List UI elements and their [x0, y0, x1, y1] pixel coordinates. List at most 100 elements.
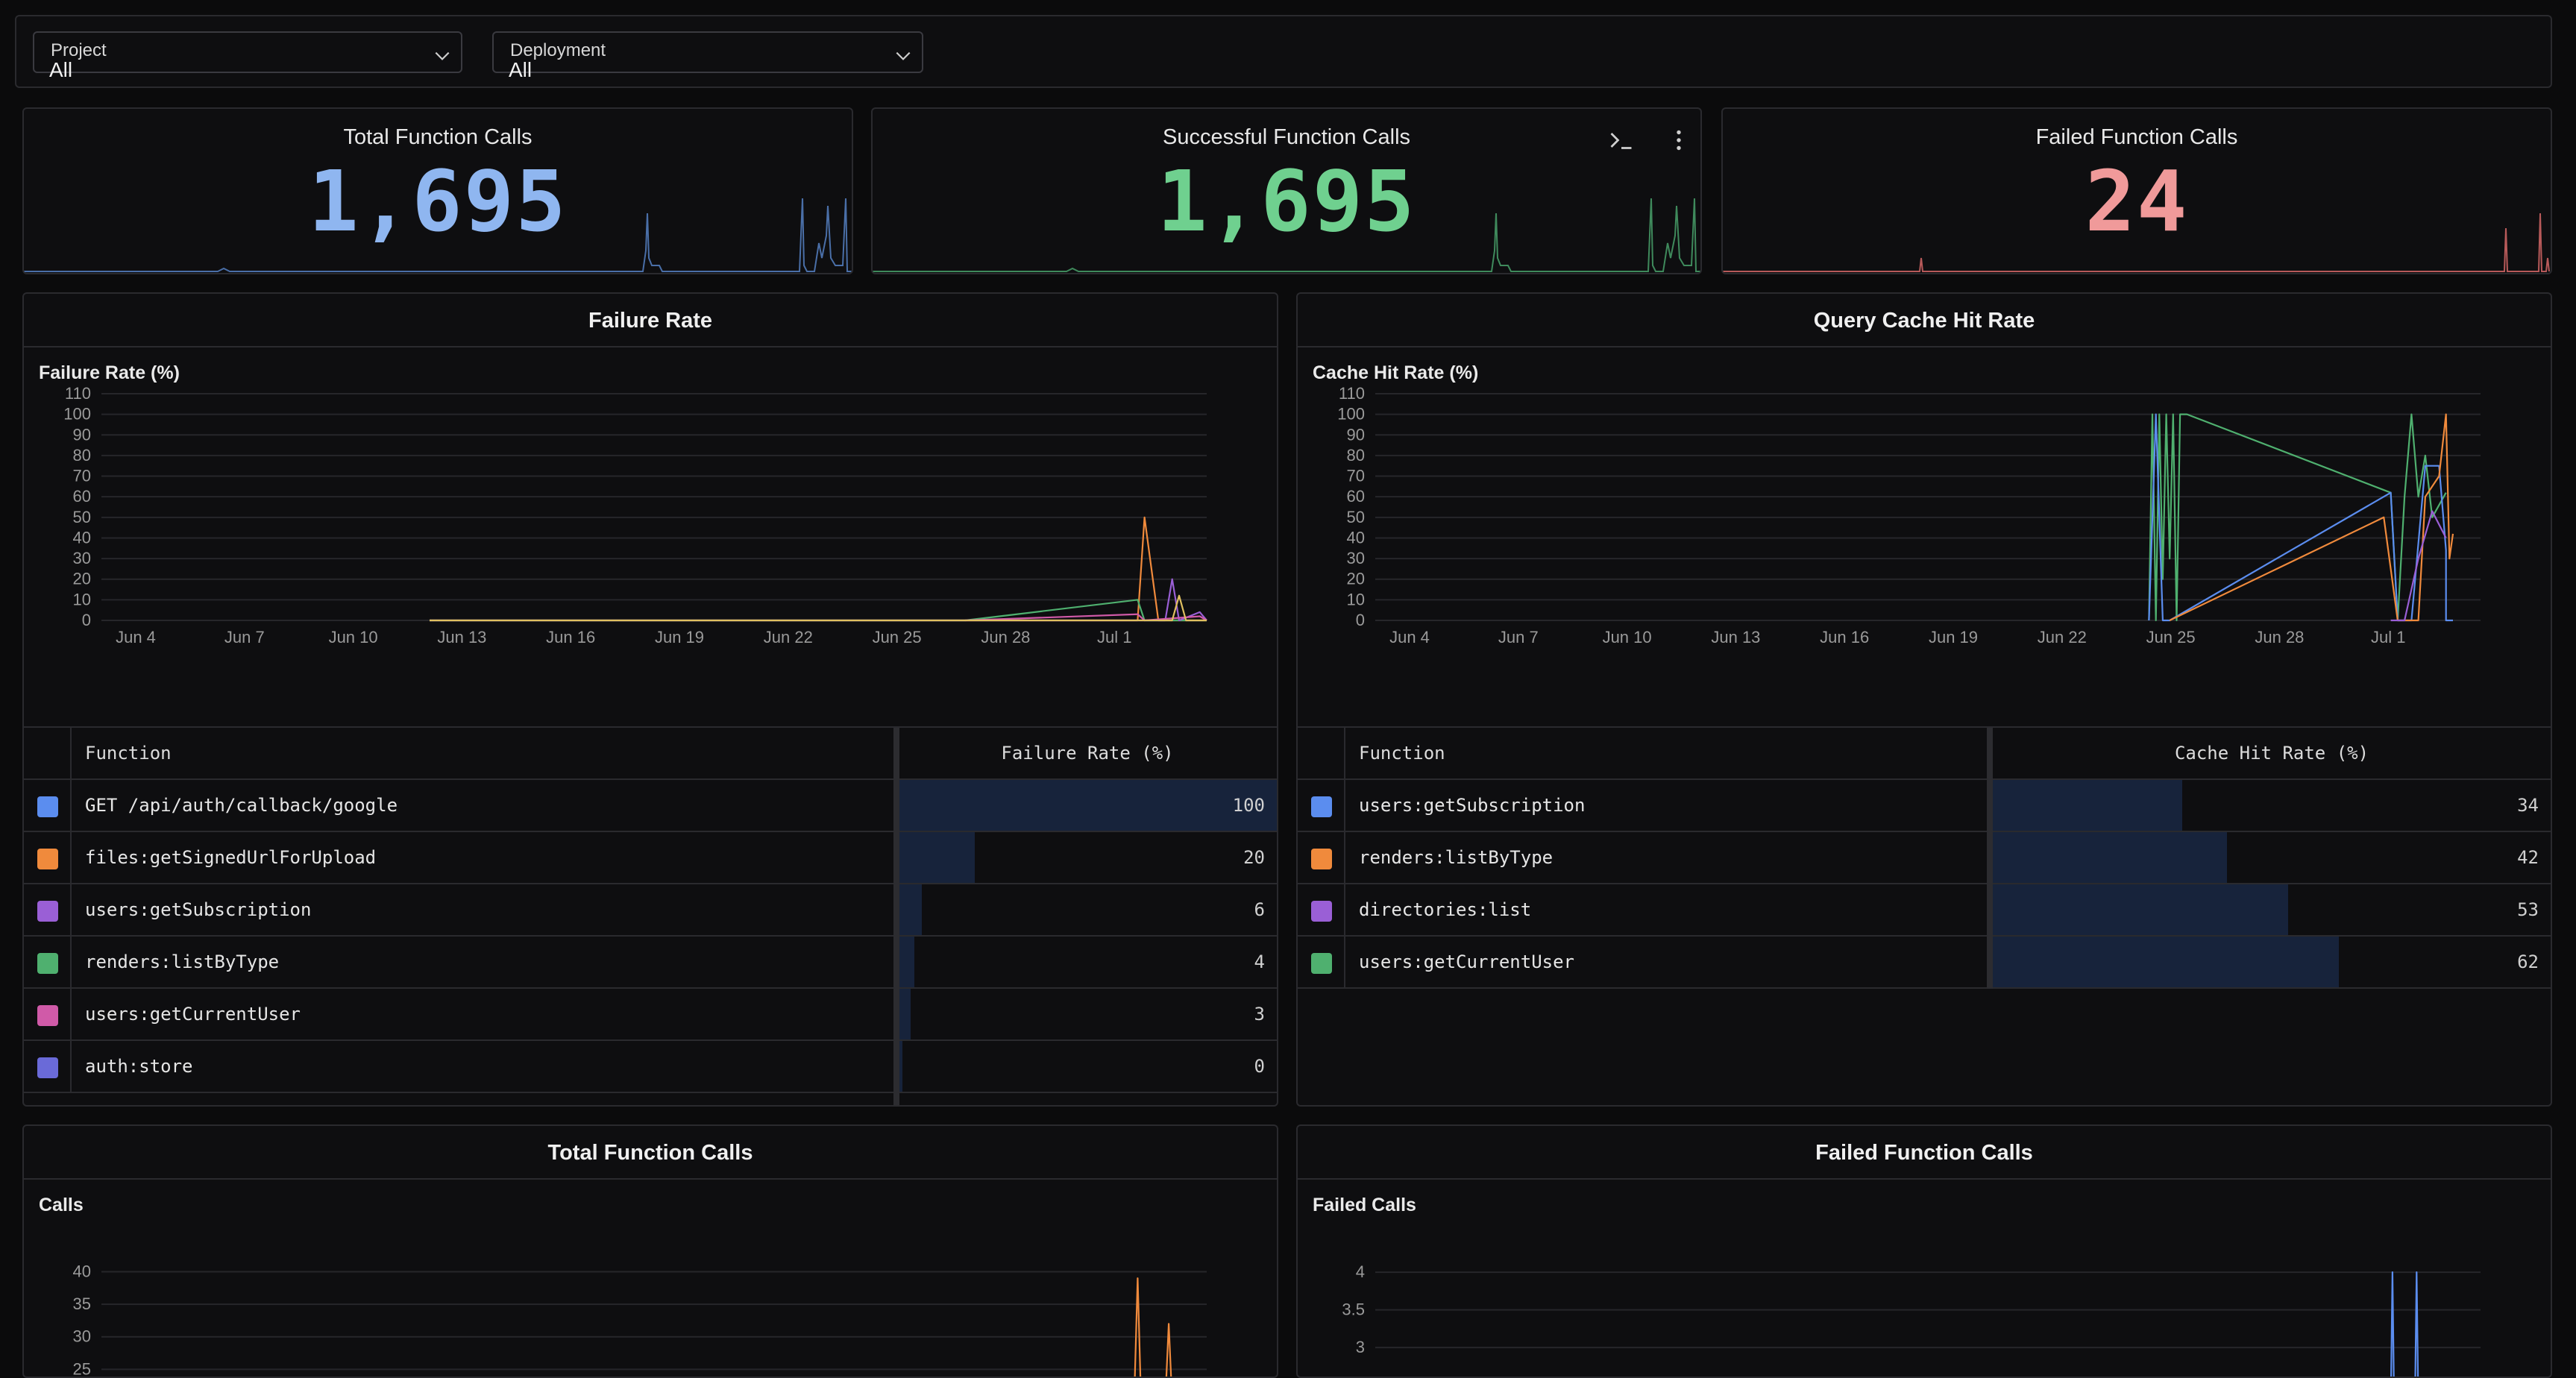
- series-color-swatch[interactable]: [1311, 901, 1332, 922]
- column-header-function[interactable]: Function: [1359, 743, 1445, 764]
- swatch-cell: [1298, 780, 1345, 831]
- x-tick-label: Jun 25: [2146, 628, 2196, 646]
- x-tick-label: Jul 1: [2371, 628, 2405, 646]
- metric-value: 6: [1254, 899, 1265, 920]
- series-line: [2390, 1271, 2419, 1377]
- series-color-swatch[interactable]: [37, 1005, 58, 1026]
- x-tick-label: Jun 22: [2038, 628, 2087, 646]
- stat-title: Total Function Calls: [343, 125, 533, 149]
- function-name: users:getCurrentUser: [1359, 951, 1574, 972]
- series-color-swatch[interactable]: [37, 849, 58, 869]
- series-color-swatch[interactable]: [37, 953, 58, 974]
- y-tick-label: 35: [73, 1294, 91, 1313]
- series-color-swatch[interactable]: [37, 796, 58, 817]
- table-row[interactable]: auth:store 0: [24, 1041, 1277, 1093]
- project-select[interactable]: Project All: [33, 31, 462, 81]
- table-header-row: Function Cache Hit Rate (%): [1298, 728, 2551, 780]
- metric-value: 42: [2517, 847, 2539, 868]
- x-tick-label: Jun 19: [655, 628, 704, 646]
- stat-title: Failed Function Calls: [2035, 125, 2238, 149]
- failed-calls-chart: 2.533.54: [1342, 1262, 2481, 1377]
- table-row[interactable]: renders:listByType 4: [24, 937, 1277, 989]
- column-header-function[interactable]: Function: [85, 743, 172, 764]
- chart-label: Failed Calls: [1313, 1195, 1416, 1215]
- series-color-swatch[interactable]: [37, 1057, 58, 1078]
- table-row[interactable]: users:getSubscription 6: [24, 884, 1277, 937]
- x-tick-label: Jun 7: [224, 628, 265, 646]
- metric-value: 3: [1254, 1004, 1265, 1025]
- chart-label: Calls: [39, 1195, 84, 1215]
- y-tick-label: 20: [73, 570, 91, 588]
- metric-cell: 53: [1993, 884, 2551, 935]
- metric-value: 0: [1254, 1056, 1265, 1077]
- table-row[interactable]: users:getCurrentUser 3: [24, 989, 1277, 1041]
- more-vertical-icon[interactable]: [1668, 127, 1690, 154]
- y-tick-label: 10: [1347, 590, 1365, 608]
- deployment-select[interactable]: Deployment All: [492, 31, 923, 81]
- metric-cell: 20: [899, 832, 1277, 883]
- function-name: users:getSubscription: [85, 899, 312, 920]
- series-color-swatch[interactable]: [1311, 796, 1332, 817]
- sparkline-total-calls: [24, 198, 852, 272]
- y-tick-label: 90: [73, 425, 91, 444]
- y-tick-label: 100: [63, 405, 91, 424]
- y-tick-label: 3: [1356, 1338, 1365, 1356]
- metric-value: 53: [2517, 899, 2539, 920]
- panel-title: Failed Function Calls: [1298, 1126, 2551, 1180]
- sparkline-failed-calls: [1723, 213, 2550, 272]
- header-swatch-cell: [1298, 728, 1345, 778]
- total-calls-chart: 25 30 35 40: [73, 1262, 1207, 1377]
- column-header-metric[interactable]: Failure Rate (%): [1001, 743, 1174, 764]
- y-tick-label: 4: [1356, 1262, 1365, 1281]
- column-header-metric[interactable]: Cache Hit Rate (%): [2174, 743, 2369, 764]
- metric-bar: [899, 1041, 903, 1092]
- stat-value: 24: [2085, 154, 2189, 251]
- series-line: [2390, 510, 2447, 622]
- metric-cell: 62: [1993, 937, 2551, 987]
- x-tick-label: Jun 25: [873, 628, 922, 646]
- table-row[interactable]: directories:list 53: [1298, 884, 2551, 937]
- metric-bar: [1993, 937, 2339, 987]
- chevron-down-icon: [896, 51, 911, 60]
- metric-bar: [899, 832, 976, 883]
- series-color-swatch[interactable]: [37, 901, 58, 922]
- table-row[interactable]: users:getCurrentUser 62: [1298, 937, 2551, 989]
- swatch-cell: [24, 780, 72, 831]
- project-select-value: All: [49, 58, 73, 81]
- x-tick-label: Jun 4: [1389, 628, 1430, 646]
- column-resize-handle[interactable]: [1987, 728, 1993, 989]
- swatch-cell: [24, 832, 72, 883]
- metric-cell: 0: [899, 1041, 1277, 1092]
- series-color-swatch[interactable]: [1311, 953, 1332, 974]
- table-row[interactable]: renders:listByType 42: [1298, 832, 2551, 884]
- metric-bar: [899, 937, 915, 987]
- metric-bar: [899, 989, 911, 1039]
- deployment-select-label: Deployment: [510, 40, 606, 60]
- column-resize-handle[interactable]: [893, 728, 899, 1105]
- function-name: renders:listByType: [85, 951, 280, 972]
- y-tick-label: 60: [73, 487, 91, 506]
- failed-calls-panel: Failed Function Calls Failed Calls 2.533…: [1296, 1124, 2552, 1378]
- y-tick-label: 70: [1347, 467, 1365, 485]
- cache-hit-table: Function Cache Hit Rate (%) users:getSub…: [1298, 726, 2551, 989]
- series-line: [964, 613, 1207, 622]
- x-tick-label: Jul 1: [1097, 628, 1131, 646]
- function-name: auth:store: [85, 1056, 193, 1077]
- table-row[interactable]: GET /api/auth/callback/google 100: [24, 780, 1277, 832]
- terminal-icon[interactable]: [1608, 127, 1635, 154]
- y-tick-label: 20: [1347, 570, 1365, 588]
- filter-bar: Project All Deployment All: [15, 15, 2552, 88]
- table-row[interactable]: users:getSubscription 34: [1298, 780, 2551, 832]
- y-tick-label: 90: [1347, 425, 1365, 444]
- series-color-swatch[interactable]: [1311, 849, 1332, 869]
- metric-value: 4: [1254, 951, 1265, 972]
- stat-card-successful-calls: Successful Function Calls 1,695: [871, 107, 1702, 274]
- sparkline-successful-calls: [873, 198, 1700, 272]
- series-line: [1134, 1277, 1172, 1377]
- total-calls-panel: Total Function Calls Calls 25 30 35 40: [22, 1124, 1278, 1378]
- function-name: GET /api/auth/callback/google: [85, 795, 398, 816]
- table-row[interactable]: files:getSignedUrlForUpload 20: [24, 832, 1277, 884]
- x-tick-label: Jun 28: [981, 628, 1030, 646]
- chart-label: Cache Hit Rate (%): [1313, 362, 1479, 383]
